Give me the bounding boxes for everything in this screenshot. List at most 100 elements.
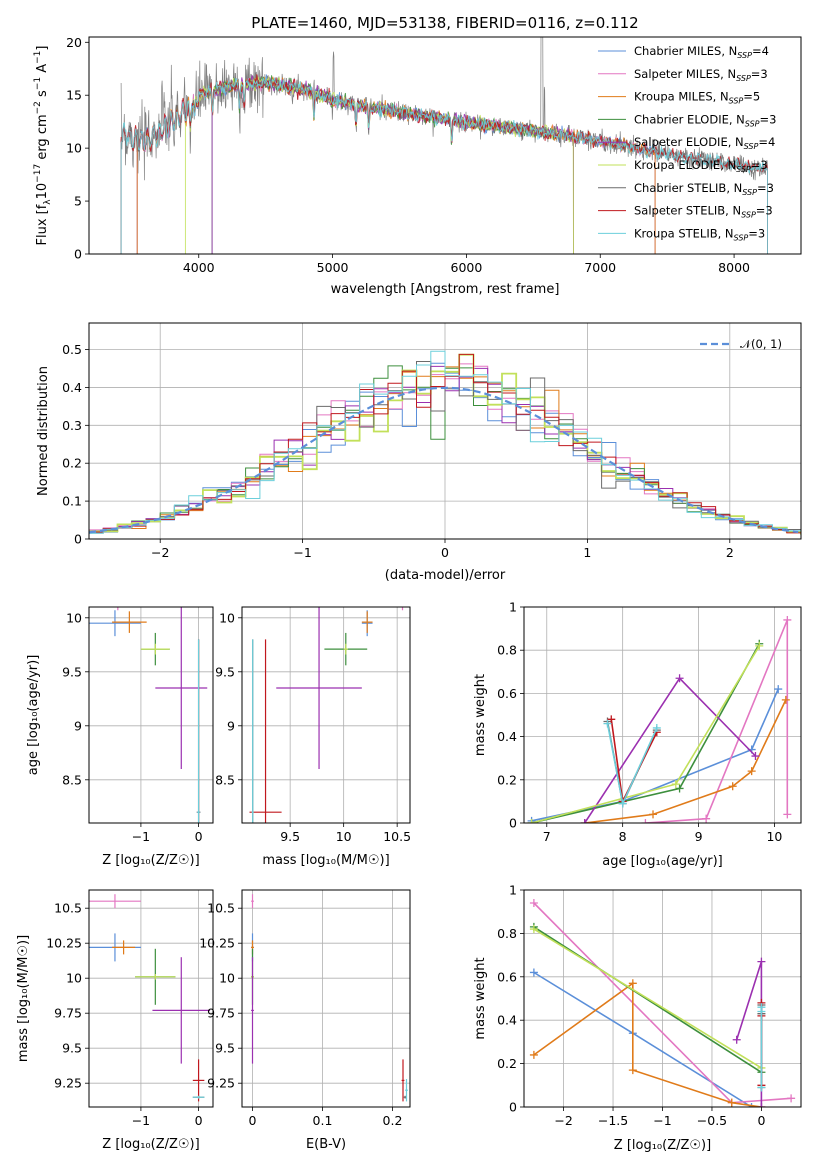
weight-line [531, 688, 779, 822]
residual-histogram [89, 350, 801, 534]
y-tick-label: 10 [66, 610, 82, 625]
y-tick-label: 8.5 [215, 772, 235, 787]
legend-entry: 𝒩(0, 1) [740, 337, 782, 351]
y-tick-label: 0 [509, 1100, 517, 1115]
x-axis-label: age [log₁₀(age/yr)] [602, 854, 723, 869]
model-spectrum-line [120, 76, 768, 254]
x-tick-label: 10 [766, 829, 782, 844]
errorbar-point [192, 1059, 205, 1102]
x-tick-label: −1.5 [598, 1113, 628, 1128]
y-tick-label: 15 [66, 88, 82, 103]
x-tick-label: 0 [441, 545, 449, 560]
weight-marker [774, 685, 783, 694]
y-tick-label: 10 [66, 971, 82, 986]
weight-marker [580, 819, 589, 823]
x-tick-label: 6000 [451, 260, 483, 275]
x-tick-label: 10 [336, 829, 352, 844]
x-tick-label: 5000 [317, 260, 349, 275]
weight-marker [727, 1098, 736, 1107]
axes-frame: 9.5 10 10.5 8.5 9 9.5 10 mass [log₁₀(M/M☉)] [215, 606, 411, 868]
y-tick-label: 8.5 [62, 772, 82, 787]
errorbar-point [251, 639, 254, 823]
y-axis-label: mass weight [473, 957, 488, 1039]
y-tick-label: 0.4 [497, 729, 517, 744]
x-tick-label: 0 [757, 1113, 765, 1128]
x-tick-label: 9 [695, 829, 703, 844]
axes-border [88, 889, 214, 1108]
errorbar-point [276, 607, 362, 769]
axes-border [241, 889, 411, 1108]
y-tick-label: 9.25 [207, 1076, 235, 1091]
y-tick-label: 9 [74, 718, 82, 733]
y-tick-label: 10.5 [207, 901, 235, 916]
weight-marker [702, 814, 711, 823]
weight-series [527, 685, 783, 823]
weight-marker [529, 899, 538, 908]
x-axis-label: (data-model)/error [385, 568, 506, 583]
weight-marker [671, 780, 680, 789]
weight-line [533, 928, 762, 1069]
axes-age-vs-mass: 9.5 10 10.5 8.5 9 9.5 10 mass [log₁₀(M/M☉)] [215, 606, 411, 868]
errorbar-point [89, 894, 141, 909]
y-tick-label: 1 [509, 600, 517, 615]
errorbar-point [155, 607, 208, 769]
axes-frame: −1 0 9.25 9.5 9.75 10 10.25 10.5 Z [log₁₀(Z/Z☉)]… [16, 889, 214, 1152]
x-tick-label: 0.2 [383, 1113, 403, 1128]
x-tick-label: 10.5 [383, 829, 411, 844]
weight-marker [618, 799, 627, 808]
x-tick-label: −1 [293, 545, 311, 560]
plot-area [249, 607, 404, 823]
axes-age-vs-Z: −1 0 8.5 9 9.5 10 Z [log₁₀(Z/Z☉)] age [log₁₀(ag… [26, 606, 214, 868]
y-tick-label: 0.4 [62, 380, 82, 395]
x-tick-label: 1 [583, 545, 591, 560]
weight-series [580, 674, 760, 823]
weight-marker [529, 968, 538, 977]
axes-border [88, 606, 214, 824]
plot-area [120, 37, 768, 254]
weight-line [533, 981, 762, 1107]
y-tick-label: 0 [509, 816, 517, 831]
plot-area [527, 615, 792, 823]
axes-frame: 0 0.1 0.2 9.25 9.5 9.75 10 10.25 10.5 E(B-V) [199, 889, 411, 1152]
errorbar-point [140, 643, 170, 655]
y-tick-label: 0.8 [497, 643, 517, 658]
errorbar-point [343, 643, 348, 655]
x-tick-label: −2 [151, 545, 169, 560]
y-tick-label: 10 [219, 971, 235, 986]
weight-marker [649, 810, 658, 819]
y-tick-label: 9.25 [54, 1076, 82, 1091]
y-tick-label: 10.5 [54, 901, 82, 916]
weight-line [531, 643, 761, 823]
weight-line [645, 619, 789, 823]
axes-frame: −1 0 8.5 9 9.5 10 Z [log₁₀(Z/Z☉)] age [log₁₀(ag… [26, 606, 214, 868]
normal-reference-curve [89, 386, 799, 534]
weight-marker [747, 1103, 756, 1107]
weight-marker [751, 752, 760, 761]
weight-marker [728, 782, 737, 791]
y-tick-label: 0.5 [62, 342, 82, 357]
y-axis-label: Flux [fλ10−17 erg cm−2 s−1 A−1] [33, 46, 53, 246]
y-tick-label: 10 [66, 141, 82, 156]
x-tick-label: 0.1 [313, 1113, 333, 1128]
weight-marker [783, 810, 792, 819]
legend-entry: Salpeter MILES, NSSP=3 [634, 67, 768, 83]
legend-entry: Chabrier STELIB, NSSP=3 [634, 181, 774, 197]
weight-line [533, 971, 752, 1107]
weight-series [527, 639, 764, 823]
errorbar-point [89, 610, 141, 637]
y-tick-label: 9.5 [62, 664, 82, 679]
x-axis-label: wavelength [Angstrom, rest frame] [331, 282, 560, 297]
y-axis-label: Normed distribution [36, 366, 51, 496]
weight-marker [757, 1103, 766, 1107]
weight-marker [787, 1094, 796, 1103]
weight-marker [757, 1007, 766, 1016]
axes-border [523, 606, 802, 824]
errorbar-point [135, 974, 176, 980]
x-axis-label: Z [log₁₀(Z/Z☉)] [614, 1138, 711, 1153]
axes-residuals: −2 −1 0 1 2 0 0.1 0.2 0.3 0.4 0.5 𝒩(0, 1) (data-mode… [36, 322, 802, 583]
axes-frame: 4000 5000 6000 7000 8000 0 5 10 15 20 wavelength [… [33, 35, 802, 297]
y-tick-label: 0.3 [62, 418, 82, 433]
axes-weight-vs-Z: −2 −1.5 −1 −0.5 0 0 0.2 0.4 0.6 0.8 1 Z [log₁₀(Z/Z☉… [473, 883, 802, 1153]
y-tick-label: 0.2 [62, 456, 82, 471]
